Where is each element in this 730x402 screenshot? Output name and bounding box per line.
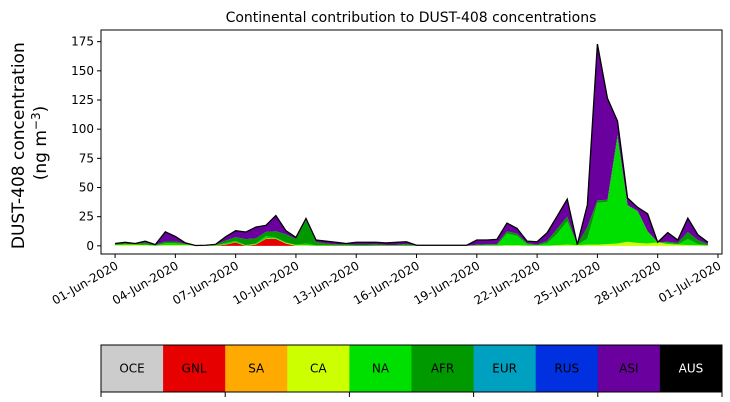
legend-label-ca: CA bbox=[310, 362, 327, 376]
legend-label-oce: OCE bbox=[119, 362, 144, 376]
legend-label-rus: RUS bbox=[554, 362, 579, 376]
x-tick-label: 07-Jun-2020 bbox=[170, 258, 241, 307]
x-tick-label: 04-Jun-2020 bbox=[110, 258, 181, 307]
legend-swatch-afr bbox=[411, 345, 475, 392]
legend-label-asi: ASI bbox=[619, 362, 638, 376]
legend-label-aus: AUS bbox=[679, 362, 704, 376]
area-asi bbox=[115, 44, 708, 246]
legend-swatch-sa bbox=[225, 345, 288, 392]
chart-title: Continental contribution to DUST-408 con… bbox=[226, 10, 597, 26]
plot-frame bbox=[100, 29, 723, 255]
y-tick-label: 75 bbox=[79, 151, 94, 165]
area-gnl bbox=[115, 238, 708, 246]
y-axis-label-close: ) bbox=[31, 106, 51, 113]
legend-swatch-eur bbox=[473, 345, 537, 392]
x-tick-label: 19-Jun-2020 bbox=[411, 258, 482, 307]
legend-swatch-rus bbox=[535, 345, 599, 392]
plot-total-outline bbox=[114, 43, 709, 247]
area-ca bbox=[115, 238, 708, 246]
y-tick-label: 50 bbox=[79, 181, 94, 195]
x-tick-label: 01-Jun-2020 bbox=[50, 258, 121, 307]
legend-swatch-na bbox=[349, 345, 412, 392]
y-tick-label: 175 bbox=[71, 35, 94, 49]
x-tick-label: 25-Jun-2020 bbox=[532, 258, 603, 307]
y-tick-label: 125 bbox=[71, 93, 94, 107]
area-na bbox=[115, 138, 708, 246]
y-tick-label: 100 bbox=[71, 122, 94, 136]
y-axis-label: DUST-408 concentration (ng m−3) bbox=[9, 37, 51, 249]
x-tick-label: 16-Jun-2020 bbox=[351, 258, 422, 307]
legend-swatch-gnl bbox=[163, 345, 226, 392]
legend-label-afr: AFR bbox=[431, 362, 454, 376]
legend-label-na: NA bbox=[372, 362, 390, 376]
y-tick-label: 25 bbox=[79, 210, 94, 224]
x-tick-label: 28-Jun-2020 bbox=[592, 258, 663, 307]
legend-colorbar: OCE GNL SA CA NA AFR EUR RUS ASI AUS bbox=[100, 344, 723, 397]
legend-swatch-asi bbox=[597, 345, 661, 392]
y-axis-label-line1: DUST-408 concentration bbox=[9, 42, 29, 249]
y-axis-label-sup: −3 bbox=[29, 112, 43, 130]
y-tick-label: 150 bbox=[71, 64, 94, 78]
y-axis: 0 25 50 75 100 125 150 175 bbox=[71, 35, 101, 253]
x-tick-label: 22-Jun-2020 bbox=[472, 258, 543, 307]
plot-areas bbox=[115, 44, 708, 246]
y-axis-label-line2: (ng m bbox=[31, 130, 51, 180]
x-tick-label: 10-Jun-2020 bbox=[230, 258, 301, 307]
y-tick-label: 0 bbox=[86, 239, 94, 253]
legend-label-eur: EUR bbox=[492, 362, 517, 376]
legend-label-sa: SA bbox=[248, 362, 265, 376]
legend-swatch-ca bbox=[287, 345, 350, 392]
x-axis: 01-Jun-202004-Jun-202007-Jun-202010-Jun-… bbox=[50, 254, 723, 308]
x-tick-label: 01-Jul-2020 bbox=[656, 258, 723, 305]
total-line bbox=[114, 43, 709, 247]
legend-label-gnl: GNL bbox=[182, 362, 207, 376]
legend-frame bbox=[100, 344, 723, 393]
legend-swatch-oce bbox=[101, 345, 164, 392]
legend-swatch-aus bbox=[659, 345, 723, 392]
x-tick-label: 13-Jun-2020 bbox=[291, 258, 362, 307]
